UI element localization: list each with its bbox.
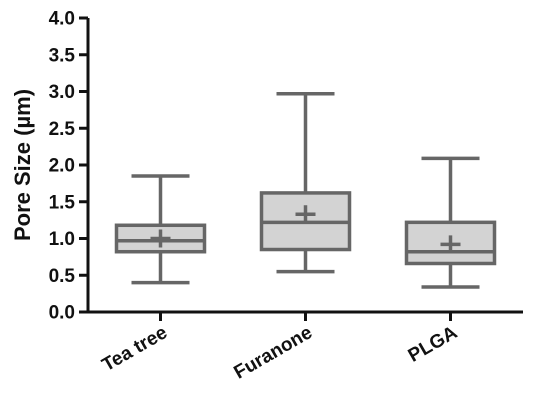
boxes	[114, 91, 497, 321]
y-tick-label: 2.5	[49, 119, 76, 140]
y-tick-label: 2.0	[49, 156, 75, 177]
category-label: PLGA	[405, 322, 461, 367]
y-tick-label: 0.5	[49, 266, 76, 287]
y-tick-label: 1.5	[49, 192, 76, 213]
y-tick-label: 3.5	[49, 45, 76, 66]
box-furanone	[259, 91, 352, 321]
y-ticks: 0.0 0.5 1.0 1.5 2.0 2.5 3.0 3.5 4.0	[49, 9, 88, 324]
y-axis-title-group: Pore Size (µm)	[10, 89, 35, 241]
y-tick-label: 1.0	[49, 229, 75, 250]
box-tea-tree	[114, 174, 207, 321]
y-tick-label: 0.0	[49, 303, 75, 324]
box-plga	[404, 156, 497, 321]
y-tick-label: 4.0	[49, 9, 75, 30]
category-label: Tea tree	[99, 322, 171, 376]
y-axis-title: Pore Size (µm)	[10, 89, 35, 241]
category-labels: Tea tree Furanone PLGA	[99, 322, 462, 384]
y-tick-label: 3.0	[49, 82, 75, 103]
category-label: Furanone	[231, 322, 316, 383]
